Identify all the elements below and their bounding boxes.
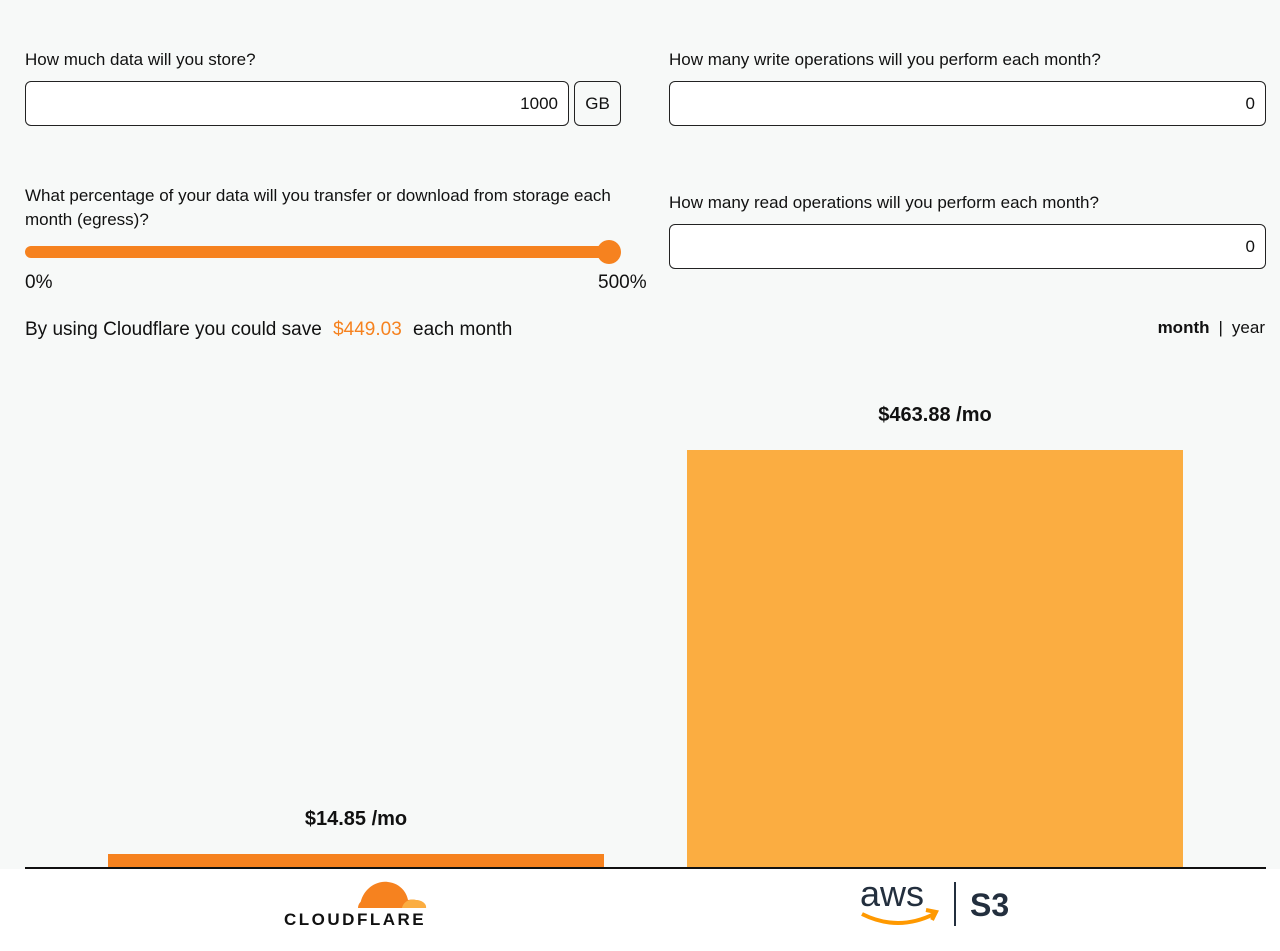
- s3-wordmark: S3: [970, 887, 1009, 923]
- write-ops-input[interactable]: 0: [669, 81, 1266, 126]
- period-separator: |: [1218, 318, 1223, 337]
- aws-s3-logo: aws S3: [860, 876, 1009, 926]
- egress-slider-track[interactable]: [25, 246, 617, 258]
- period-month-button[interactable]: month: [1157, 318, 1210, 337]
- write-ops-question-label: How many write operations will you perfo…: [669, 50, 1101, 69]
- savings-suffix: each month: [413, 319, 513, 340]
- storage-unit-button[interactable]: GB: [574, 81, 621, 126]
- aws-wordmark: aws: [860, 876, 924, 914]
- cloudflare-wordmark: CLOUDFLARE: [284, 910, 427, 929]
- savings-prefix: By using Cloudflare you could save: [25, 319, 322, 340]
- savings-summary: By using Cloudflare you could save $449.…: [25, 319, 512, 341]
- egress-slider-thumb[interactable]: [597, 240, 621, 264]
- logo-bar: [0, 869, 1280, 951]
- chart-bar-cloudflare: [108, 854, 604, 867]
- storage-question-label: How much data will you store?: [25, 50, 256, 69]
- chart-bar-aws-s3: [687, 450, 1183, 867]
- egress-max-label: 500%: [598, 272, 647, 293]
- chart-data-label: $463.88 /mo: [878, 404, 992, 426]
- read-ops-question-label: How many read operations will you perfor…: [669, 193, 1099, 212]
- savings-amount: $449.03: [333, 319, 402, 340]
- period-year-button[interactable]: year: [1231, 318, 1265, 337]
- period-toggle: month | year: [1158, 318, 1265, 338]
- chart-data-label: $14.85 /mo: [304, 808, 408, 830]
- egress-question-label: What percentage of your data will you tr…: [25, 186, 611, 229]
- storage-amount-input[interactable]: 1000: [25, 81, 569, 126]
- read-ops-input[interactable]: 0: [669, 224, 1266, 269]
- cloudflare-cloud-icon: [358, 881, 427, 908]
- chart-baseline: [25, 867, 1266, 869]
- egress-min-label: 0%: [25, 272, 53, 293]
